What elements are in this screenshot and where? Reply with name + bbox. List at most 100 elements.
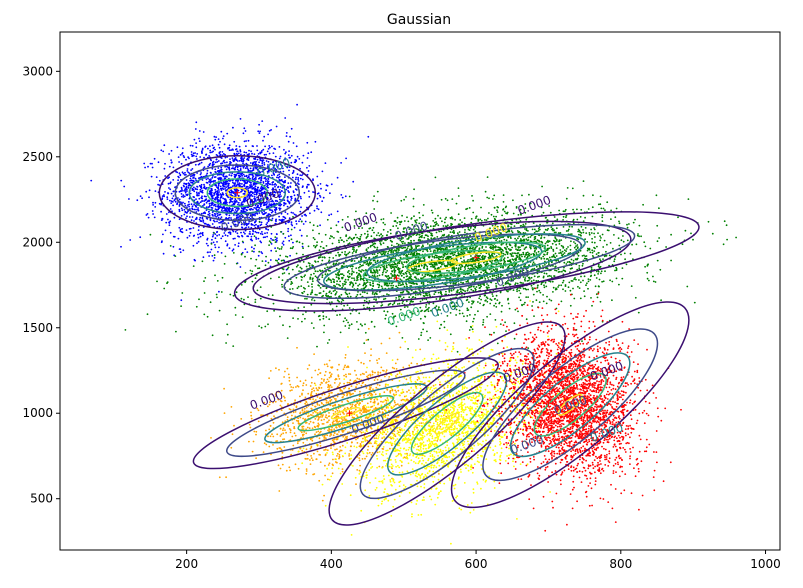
scatter-point (318, 314, 321, 317)
scatter-point (226, 235, 229, 237)
scatter-point (516, 290, 518, 293)
scatter-point (360, 233, 363, 236)
scatter-point (221, 151, 224, 153)
scatter-point (319, 196, 322, 198)
scatter-point (191, 207, 194, 210)
scatter-point (488, 333, 491, 336)
scatter-point (629, 252, 632, 255)
scatter-point (455, 254, 458, 257)
scatter-point (281, 165, 284, 167)
scatter-point (592, 194, 594, 197)
scatter-point (184, 182, 187, 185)
scatter-point (232, 126, 234, 129)
scatter-point (172, 166, 175, 169)
scatter-point (319, 318, 321, 321)
scatter-point (249, 173, 252, 176)
scatter-point (652, 280, 655, 283)
scatter-point (297, 285, 300, 288)
scatter-point (257, 254, 260, 257)
scatter-point (391, 286, 394, 289)
scatter-point (332, 290, 335, 292)
scatter-point (231, 172, 234, 175)
scatter-point (597, 291, 600, 293)
scatter-point (247, 175, 250, 178)
scatter-point (277, 186, 279, 189)
scatter-point (553, 229, 555, 232)
scatter-point (191, 216, 194, 218)
scatter-point (253, 187, 255, 189)
scatter-point (288, 169, 290, 172)
scatter-point (212, 160, 215, 163)
scatter-point (544, 281, 547, 284)
scatter-point (388, 282, 391, 285)
scatter-point (232, 209, 234, 212)
scatter-point (206, 169, 209, 172)
scatter-point (222, 153, 225, 155)
scatter-point (328, 256, 331, 259)
scatter-point (366, 281, 369, 283)
scatter-point (212, 241, 215, 244)
scatter-point (342, 274, 345, 277)
scatter-point (274, 241, 277, 244)
scatter-point (201, 232, 204, 235)
scatter-point (244, 255, 246, 258)
scatter-point (222, 197, 225, 200)
scatter-point (180, 186, 183, 189)
scatter-point (258, 212, 261, 214)
scatter-point (166, 198, 169, 201)
scatter-point (357, 245, 360, 248)
scatter-point (420, 264, 423, 267)
scatter-point (283, 202, 285, 204)
scatter-point (211, 151, 213, 154)
scatter-point (296, 155, 299, 158)
scatter-point (294, 159, 297, 161)
scatter-point (195, 142, 198, 145)
scatter-point (161, 198, 164, 201)
scatter-point (561, 281, 564, 284)
scatter-point (218, 246, 220, 249)
scatter-point (260, 221, 263, 224)
scatter-point (268, 244, 270, 247)
scatter-point (525, 218, 528, 221)
scatter-point (507, 256, 509, 259)
scatter-point (594, 236, 596, 238)
scatter-point (179, 173, 182, 176)
scatter-point (436, 222, 438, 225)
scatter-point (446, 224, 449, 227)
scatter-point (193, 208, 196, 211)
scatter-point (199, 173, 202, 176)
scatter-point (154, 190, 157, 193)
scatter-point (379, 266, 382, 269)
scatter-point (261, 260, 264, 262)
scatter-point (356, 293, 359, 296)
scatter-point (486, 315, 488, 318)
scatter-point (383, 284, 386, 286)
scatter-point (312, 179, 314, 182)
scatter-point (262, 182, 265, 184)
scatter-point (90, 179, 93, 182)
scatter-point (311, 280, 314, 283)
scatter-point (207, 213, 210, 216)
scatter-point (213, 232, 215, 234)
scatter-point (146, 213, 149, 215)
scatter-point (252, 175, 255, 178)
scatter-point (222, 184, 224, 186)
scatter-point (213, 146, 216, 149)
scatter-point (291, 176, 294, 179)
scatter-point (406, 247, 409, 250)
scatter-point (479, 218, 482, 221)
scatter-point (434, 249, 436, 252)
scatter-point (406, 278, 409, 281)
scatter-point (397, 284, 400, 287)
scatter-point (501, 214, 503, 217)
scatter-point (492, 215, 495, 218)
scatter-point (169, 199, 171, 202)
scatter-point (613, 260, 616, 263)
scatter-point (225, 207, 228, 209)
scatter-point (512, 199, 514, 202)
scatter-point (208, 202, 211, 205)
scatter-point (283, 204, 285, 207)
scatter-point (564, 290, 567, 292)
scatter-point (430, 259, 433, 261)
scatter-point (439, 217, 442, 220)
